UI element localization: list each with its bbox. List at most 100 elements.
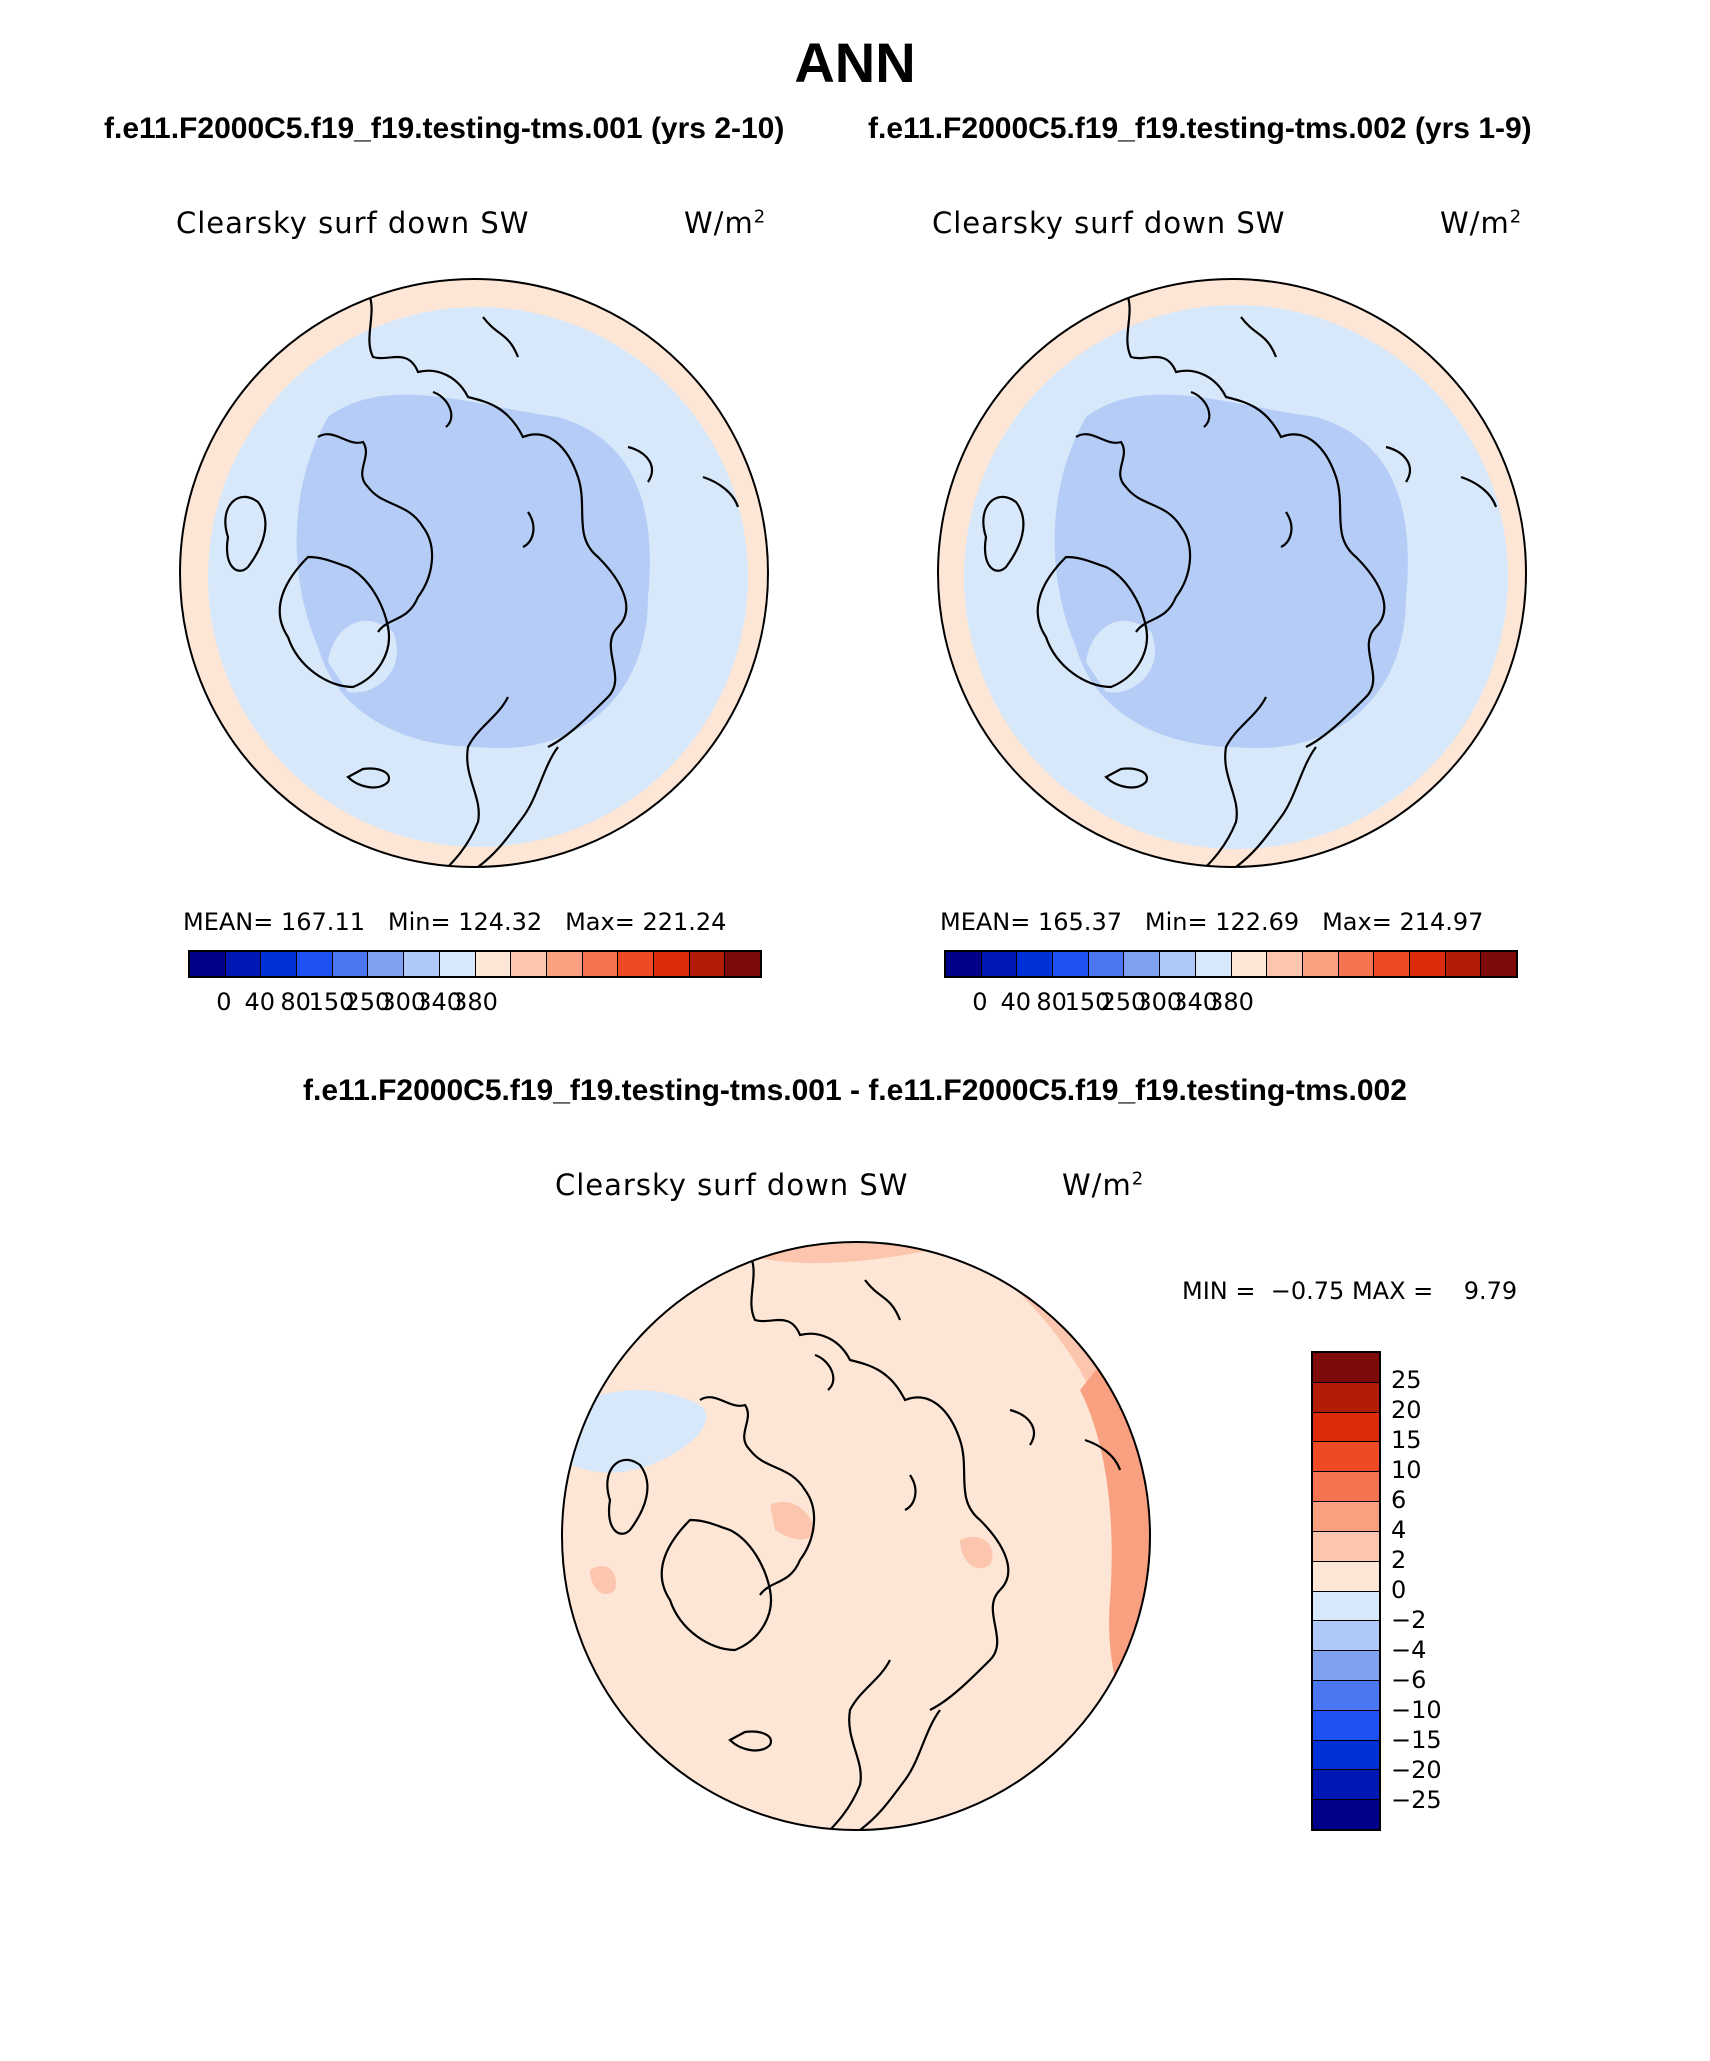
right-colorbar-tick-label: 250 — [1100, 988, 1147, 1016]
right-colorbar-swatch — [981, 952, 1018, 976]
diff-colorbar-swatch — [1313, 1740, 1379, 1771]
diff-stats: MIN = −0.75 MAX = 9.79 — [1182, 1277, 1517, 1305]
left-colorbar-tick-label: 40 — [244, 988, 276, 1016]
left-mean-label: MEAN= — [183, 908, 274, 936]
diff-min-label: MIN = — [1182, 1277, 1256, 1305]
diff-colorbar-swatch — [1313, 1680, 1379, 1711]
left-map-border — [179, 278, 769, 868]
left-colorbar-tick-label: 380 — [452, 988, 498, 1016]
right-colorbar-tick-label: 150 — [1064, 988, 1111, 1016]
left-mean-value: 167.11 — [281, 908, 365, 936]
diff-colorbar-tick-label: 0 — [1391, 1576, 1407, 1604]
left-colorbar-swatch — [475, 952, 512, 976]
diff-colorbar-tick-label: −25 — [1391, 1786, 1442, 1814]
diff-colorbar-tick-label: −10 — [1391, 1696, 1442, 1724]
left-max-label: Max= — [565, 908, 635, 936]
right-colorbar-tick-label: 40 — [1000, 988, 1032, 1016]
left-min-label: Min= — [387, 908, 451, 936]
left-colorbar-swatch — [725, 952, 760, 976]
left-stats: MEAN= 167.11 Min= 124.32 Max= 221.24 — [183, 908, 726, 936]
left-colorbar-swatch — [511, 952, 547, 976]
left-colorbar-swatch — [582, 952, 619, 976]
left-colorbar-swatch — [225, 952, 262, 976]
right-colorbar-swatch — [1231, 952, 1268, 976]
diff-map-patch-a — [770, 1501, 815, 1540]
diff-title: f.e11.F2000C5.f19_f19.testing-tms.001 - … — [303, 1074, 1407, 1107]
left-colorbar-swatch — [689, 952, 726, 976]
left-colorbar-tick-label: 340 — [416, 988, 463, 1016]
right-map-border — [937, 278, 1527, 868]
diff-map-base-fill — [562, 1242, 1150, 1830]
left-variable-label: Clearsky surf down SW — [176, 206, 530, 240]
right-stats: MEAN= 165.37 Min= 122.69 Max= 214.97 — [940, 908, 1483, 936]
diff-max-label: MAX = — [1351, 1277, 1434, 1305]
right-colorbar-swatch — [1160, 952, 1196, 976]
diff-map-patch-c — [960, 1536, 993, 1569]
case1-title: f.e11.F2000C5.f19_f19.testing-tms.001 (y… — [104, 112, 785, 145]
diff-colorbar-swatch — [1313, 1591, 1379, 1622]
left-coastlines — [224, 291, 740, 867]
left-colorbar-swatch — [404, 952, 440, 976]
diff-colorbar-swatch — [1313, 1382, 1379, 1413]
right-colorbar-swatch — [1409, 952, 1446, 976]
right-colorbar-swatch — [1124, 952, 1161, 976]
right-greenland-fill — [1086, 620, 1155, 693]
right-colorbar-swatch — [1017, 952, 1054, 976]
right-colorbar-swatch — [1053, 952, 1089, 976]
right-colorbar-swatch — [1374, 952, 1410, 976]
right-polar-map — [937, 278, 1527, 868]
right-variable-label: Clearsky surf down SW — [932, 206, 1286, 240]
case2-title: f.e11.F2000C5.f19_f19.testing-tms.002 (y… — [868, 112, 1532, 145]
diff-colorbar-swatch — [1313, 1531, 1379, 1562]
diff-colorbar-swatch — [1313, 1621, 1379, 1652]
right-colorbar-swatch — [1195, 952, 1232, 976]
right-colorbar-swatch — [1088, 952, 1125, 976]
right-colorbar-swatch — [1445, 952, 1482, 976]
right-colorbar-swatch — [1338, 952, 1375, 976]
right-mean-value: 165.37 — [1038, 908, 1122, 936]
right-colorbar-tick-label: 0 — [972, 988, 988, 1016]
diff-max-value: 9.79 — [1463, 1277, 1518, 1305]
left-colorbar-swatch — [546, 952, 583, 976]
diff-colorbar-tick-label: 20 — [1391, 1396, 1422, 1424]
diff-colorbar-tick-label: −15 — [1391, 1726, 1442, 1754]
diff-map-blue-patch — [562, 1390, 707, 1473]
diff-polar-map — [561, 1241, 1151, 1831]
left-colorbar-swatch — [190, 952, 226, 976]
left-colorbar-swatch — [439, 952, 476, 976]
right-units-label: W/m2 — [1440, 206, 1523, 240]
left-colorbar-swatch — [653, 952, 690, 976]
diff-colorbar-swatch — [1313, 1353, 1379, 1383]
right-map-inner-fill — [1054, 394, 1408, 749]
diff-colorbar-swatch — [1313, 1561, 1379, 1592]
left-colorbar-tick-label: 150 — [308, 988, 355, 1016]
diff-colorbar-tick-label: 4 — [1391, 1516, 1407, 1544]
left-colorbar-swatch — [297, 952, 333, 976]
right-coastlines — [982, 291, 1498, 867]
right-min-label: Min= — [1144, 908, 1208, 936]
left-colorbar-swatch — [618, 952, 654, 976]
diff-colorbar-swatch — [1313, 1502, 1379, 1532]
left-polar-map — [179, 278, 769, 868]
right-min-value: 122.69 — [1215, 908, 1300, 936]
right-colorbar-swatch — [1481, 952, 1516, 976]
diff-colorbar-tick-label: −20 — [1391, 1756, 1442, 1784]
left-colorbar-tick-label: 300 — [380, 988, 427, 1016]
diff-colorbar-tick-label: −6 — [1391, 1666, 1427, 1694]
left-colorbar-tick-label: 80 — [280, 988, 311, 1016]
diff-colorbar-swatch — [1313, 1800, 1379, 1829]
diff-colorbar-swatch — [1313, 1442, 1379, 1473]
diff-map-border — [561, 1241, 1151, 1831]
diff-colorbar-swatch — [1313, 1472, 1379, 1503]
diff-colorbar-swatch — [1313, 1770, 1379, 1801]
right-colorbar-swatch — [1302, 952, 1339, 976]
left-max-value: 221.24 — [642, 908, 727, 936]
right-colorbar — [944, 950, 1518, 978]
right-mean-label: MEAN= — [940, 908, 1031, 936]
diff-units-label: W/m2 — [1062, 1168, 1145, 1202]
right-colorbar-tick-label: 380 — [1208, 988, 1254, 1016]
left-colorbar — [188, 950, 762, 978]
left-map-inner-fill — [296, 394, 650, 749]
right-max-label: Max= — [1322, 908, 1392, 936]
diff-colorbar-swatch — [1313, 1710, 1379, 1741]
